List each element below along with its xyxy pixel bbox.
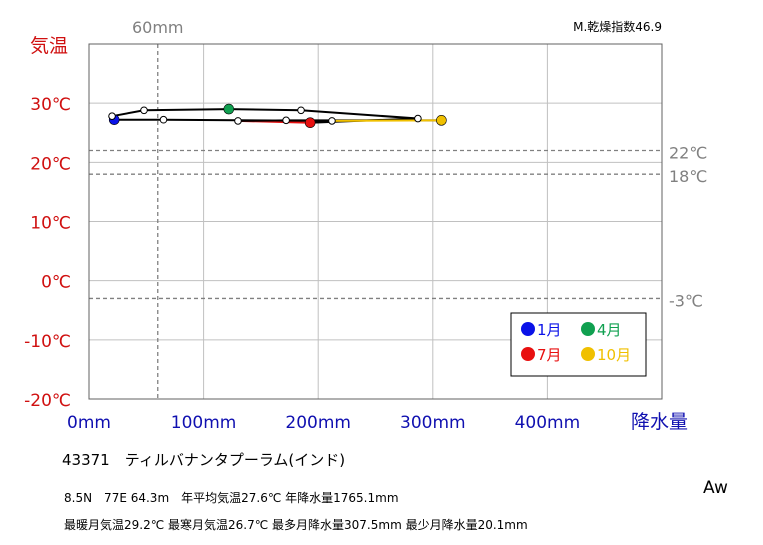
point-month-7 xyxy=(304,117,316,128)
dryness-index: M.乾燥指数46.9 xyxy=(573,19,662,34)
station-info-line-2: 最暖月気温29.2℃ 最寒月気温26.7℃ 最多月降水量307.5mm 最少月降… xyxy=(64,518,528,532)
legend-marker-4 xyxy=(581,322,595,336)
legend-box xyxy=(510,312,647,377)
x-axis-label: 降水量 xyxy=(631,411,688,433)
segment-month-3 xyxy=(143,108,229,112)
point-month-10 xyxy=(436,115,447,126)
legend-marker-1 xyxy=(521,322,535,336)
reference-label-precip: 60mm xyxy=(132,18,184,37)
grid-lines xyxy=(89,44,662,399)
point-month-4 xyxy=(223,103,235,115)
legend-label-1: 1月 xyxy=(537,321,562,339)
y-tick-label: 10℃ xyxy=(30,214,71,234)
segment-month-5 xyxy=(300,109,418,120)
point-month-5 xyxy=(297,106,305,115)
reference-label-temp: 22℃ xyxy=(669,144,707,163)
reference-lines: 60mm 22℃ 18℃ -3℃ xyxy=(89,18,707,399)
x-tick-label: 0mm xyxy=(67,413,111,433)
x-tick-label: 300mm xyxy=(400,413,466,433)
legend-marker-7 xyxy=(521,347,535,361)
point-month-12 xyxy=(159,115,168,124)
segment-month-4 xyxy=(228,108,302,112)
segment-month-2 xyxy=(111,109,145,118)
y-tick-label: 30℃ xyxy=(30,95,71,115)
x-tick-label: 200mm xyxy=(285,413,351,433)
point-month-6 xyxy=(414,114,422,123)
point-month-3 xyxy=(140,106,148,115)
y-tick-label: 0℃ xyxy=(41,273,71,293)
reference-label-temp: -3℃ xyxy=(669,291,703,310)
legend-marker-10 xyxy=(581,347,595,361)
legend: 1月 4月 7月 10月 xyxy=(510,312,647,377)
y-tick-label: -10℃ xyxy=(24,332,71,352)
legend-label-4: 4月 xyxy=(597,321,622,339)
climograph-points xyxy=(108,103,447,128)
y-tick-label: 20℃ xyxy=(30,154,71,174)
point-month-2 xyxy=(108,112,116,120)
x-tick-label: 100mm xyxy=(171,413,237,433)
point-month-9 xyxy=(282,116,290,125)
y-axis-label: 気温 xyxy=(30,35,68,57)
segment-month-11 xyxy=(163,118,332,122)
reference-label-temp: 18℃ xyxy=(669,167,707,186)
legend-label-7: 7月 xyxy=(537,346,562,364)
climograph-segments xyxy=(111,108,442,124)
station-info-line-1: 8.5N 77E 64.3m 年平均気温27.6℃ 年降水量1765.1mm xyxy=(64,491,399,505)
segment-month-10 xyxy=(331,119,442,122)
climate-class: Aw xyxy=(703,478,728,498)
legend-label-10: 10月 xyxy=(597,346,631,364)
station-title: 43371 ティルバナンタプーラム(インド) xyxy=(62,451,346,469)
y-tick-label: -20℃ xyxy=(24,391,71,411)
point-month-11 xyxy=(328,117,336,125)
x-tick-label: 400mm xyxy=(515,413,581,433)
plot-frame xyxy=(88,43,663,400)
point-month-8 xyxy=(234,117,242,125)
